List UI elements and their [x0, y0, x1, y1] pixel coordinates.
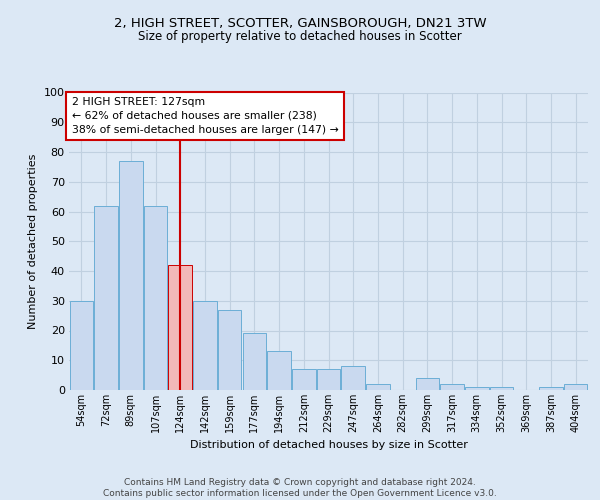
Bar [317, 369, 340, 390]
Bar [539, 387, 563, 390]
Text: 2 HIGH STREET: 127sqm
← 62% of detached houses are smaller (238)
38% of semi-det: 2 HIGH STREET: 127sqm ← 62% of detached … [71, 97, 338, 135]
Bar [119, 161, 143, 390]
Bar [490, 387, 513, 390]
Text: 2, HIGH STREET, SCOTTER, GAINSBOROUGH, DN21 3TW: 2, HIGH STREET, SCOTTER, GAINSBOROUGH, D… [113, 18, 487, 30]
Y-axis label: Number of detached properties: Number of detached properties [28, 154, 38, 329]
X-axis label: Distribution of detached houses by size in Scotter: Distribution of detached houses by size … [190, 440, 467, 450]
Bar [169, 265, 192, 390]
Bar [193, 300, 217, 390]
Text: Contains HM Land Registry data © Crown copyright and database right 2024.
Contai: Contains HM Land Registry data © Crown c… [103, 478, 497, 498]
Bar [242, 334, 266, 390]
Bar [144, 206, 167, 390]
Bar [268, 352, 291, 390]
Bar [366, 384, 389, 390]
Bar [341, 366, 365, 390]
Bar [465, 387, 488, 390]
Bar [70, 300, 93, 390]
Bar [292, 369, 316, 390]
Bar [440, 384, 464, 390]
Bar [218, 310, 241, 390]
Bar [416, 378, 439, 390]
Bar [564, 384, 587, 390]
Text: Size of property relative to detached houses in Scotter: Size of property relative to detached ho… [138, 30, 462, 43]
Bar [94, 206, 118, 390]
